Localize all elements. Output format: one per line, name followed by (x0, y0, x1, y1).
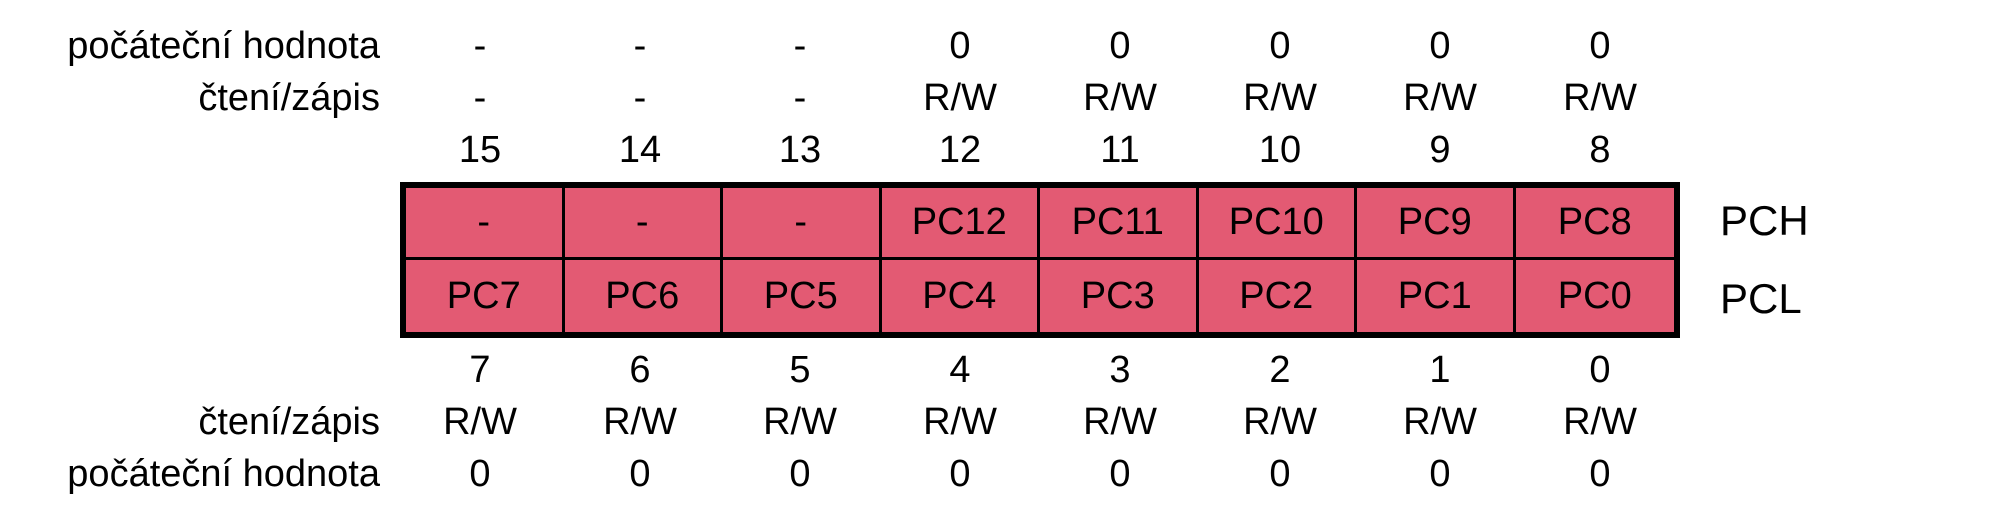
register-row-pcl: PC7 PC6 PC5 PC4 PC3 PC2 PC1 PC0 (406, 260, 1674, 332)
reg-cell-pch: PC10 (1199, 188, 1358, 260)
top-initial-value-label: počáteční hodnota (20, 20, 400, 72)
top-rw-cell: R/W (880, 72, 1040, 124)
bottom-initial-value-cell: 0 (1040, 448, 1200, 500)
register-names-column: PCH PCL (1680, 182, 1820, 338)
reg-cell-pcl: PC2 (1199, 260, 1358, 332)
bottom-initial-value-row: počáteční hodnota 0 0 0 0 0 0 0 0 (20, 448, 1974, 500)
bottom-initial-value-cell: 0 (1360, 448, 1520, 500)
top-rw-cell: R/W (1200, 72, 1360, 124)
reg-cell-pch: PC11 (1040, 188, 1199, 260)
bottom-bitnum-cell: 6 (560, 344, 720, 396)
register-table-wrapper: - - - PC12 PC11 PC10 PC9 PC8 PC7 PC6 PC5… (20, 182, 1974, 338)
top-bitnum-cell: 9 (1360, 124, 1520, 176)
bottom-bitnum-cell: 7 (400, 344, 560, 396)
bottom-rw-cell: R/W (720, 396, 880, 448)
reg-cell-pcl: PC7 (406, 260, 565, 332)
register-row-pch: - - - PC12 PC11 PC10 PC9 PC8 (406, 188, 1674, 260)
top-initial-value-cell: 0 (1360, 20, 1520, 72)
top-initial-value-cell: - (720, 20, 880, 72)
bottom-rw-cell: R/W (1200, 396, 1360, 448)
reg-cell-pcl: PC3 (1040, 260, 1199, 332)
top-bitnum-cell: 10 (1200, 124, 1360, 176)
reg-cell-pch: PC8 (1516, 188, 1675, 260)
reg-cell-pch: PC12 (882, 188, 1041, 260)
reg-cell-pch: PC9 (1357, 188, 1516, 260)
top-bitnum-cell: 11 (1040, 124, 1200, 176)
reg-cell-pch: - (723, 188, 882, 260)
reg-cell-pcl: PC0 (1516, 260, 1675, 332)
bottom-initial-value-cell: 0 (720, 448, 880, 500)
bottom-initial-value-cell: 0 (1200, 448, 1360, 500)
bottom-bitnum-cell: 4 (880, 344, 1040, 396)
bottom-rw-cell: R/W (1520, 396, 1680, 448)
reg-cell-pch: - (565, 188, 724, 260)
top-rw-cell: - (720, 72, 880, 124)
register-name-pch: PCH (1680, 182, 1820, 260)
register-diagram: počáteční hodnota - - - 0 0 0 0 0 čtení/… (20, 20, 1974, 500)
top-rw-row: čtení/zápis - - - R/W R/W R/W R/W R/W (20, 72, 1974, 124)
bottom-initial-value-cell: 0 (560, 448, 720, 500)
bottom-rw-cell: R/W (880, 396, 1040, 448)
reg-cell-pcl: PC5 (723, 260, 882, 332)
bottom-bitnum-cell: 3 (1040, 344, 1200, 396)
top-bitnum-cell: 13 (720, 124, 880, 176)
top-rw-cell: R/W (1040, 72, 1200, 124)
top-initial-value-cell: 0 (1520, 20, 1680, 72)
register-table: - - - PC12 PC11 PC10 PC9 PC8 PC7 PC6 PC5… (400, 182, 1680, 338)
bottom-rw-cell: R/W (1040, 396, 1200, 448)
top-bitnum-row: 15 14 13 12 11 10 9 8 (20, 124, 1974, 176)
top-bitnum-cell: 12 (880, 124, 1040, 176)
bottom-rw-cell: R/W (400, 396, 560, 448)
top-bitnum-cell: 8 (1520, 124, 1680, 176)
top-initial-value-cell: 0 (880, 20, 1040, 72)
bottom-rw-label: čtení/zápis (20, 396, 400, 448)
bottom-rw-cell: R/W (560, 396, 720, 448)
top-initial-value-cell: - (560, 20, 720, 72)
top-rw-cell: R/W (1520, 72, 1680, 124)
reg-cell-pcl: PC6 (565, 260, 724, 332)
top-rw-cell: R/W (1360, 72, 1520, 124)
reg-cell-pch: - (406, 188, 565, 260)
bottom-bitnum-cell: 1 (1360, 344, 1520, 396)
bottom-rw-row: čtení/zápis R/W R/W R/W R/W R/W R/W R/W … (20, 396, 1974, 448)
top-bitnum-cell: 14 (560, 124, 720, 176)
bottom-bitnum-cell: 5 (720, 344, 880, 396)
bottom-initial-value-cell: 0 (400, 448, 560, 500)
bottom-bitnum-cell: 2 (1200, 344, 1360, 396)
top-initial-value-cell: 0 (1200, 20, 1360, 72)
top-initial-value-row: počáteční hodnota - - - 0 0 0 0 0 (20, 20, 1974, 72)
top-initial-value-cell: 0 (1040, 20, 1200, 72)
top-initial-value-cell: - (400, 20, 560, 72)
bottom-bitnum-row: 7 6 5 4 3 2 1 0 (20, 344, 1974, 396)
top-rw-cell: - (560, 72, 720, 124)
bottom-initial-value-cell: 0 (880, 448, 1040, 500)
bottom-rw-cell: R/W (1360, 396, 1520, 448)
reg-cell-pcl: PC1 (1357, 260, 1516, 332)
bottom-initial-value-cell: 0 (1520, 448, 1680, 500)
top-rw-cell: - (400, 72, 560, 124)
top-bitnum-cell: 15 (400, 124, 560, 176)
top-rw-label: čtení/zápis (20, 72, 400, 124)
reg-cell-pcl: PC4 (882, 260, 1041, 332)
register-name-pcl: PCL (1680, 260, 1820, 338)
bottom-bitnum-cell: 0 (1520, 344, 1680, 396)
bottom-initial-value-label: počáteční hodnota (20, 448, 400, 500)
